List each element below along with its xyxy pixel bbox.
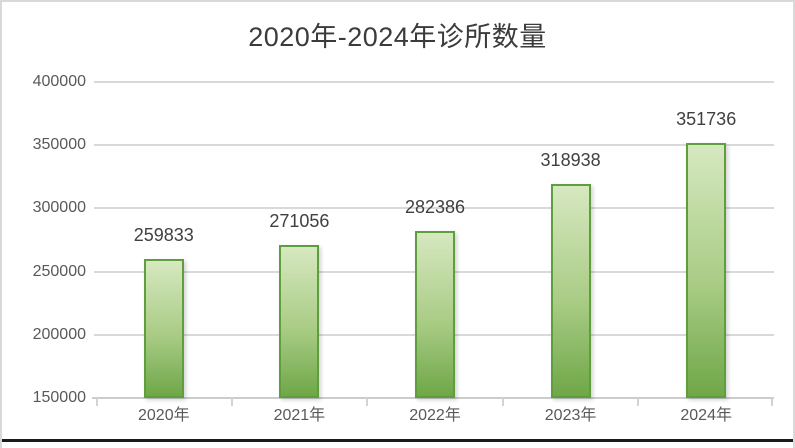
- x-axis-tick: [96, 398, 98, 406]
- y-tick-label: 350000: [32, 136, 86, 154]
- y-tick-label: 250000: [32, 262, 86, 280]
- bar: [143, 259, 184, 398]
- y-tick-label: 400000: [32, 73, 86, 90]
- x-axis-line: [92, 397, 774, 399]
- gridline: [94, 144, 774, 147]
- chart-title: 2020年-2024年诊所数量: [248, 22, 547, 52]
- x-tick-label: 2021年: [273, 407, 326, 424]
- x-axis-tick: [771, 398, 773, 406]
- x-axis-tick: [637, 398, 640, 406]
- x-axis-tick: [366, 398, 369, 406]
- bar-value-label: 282386: [404, 196, 466, 217]
- y-tick-label: 300000: [32, 199, 86, 217]
- y-tick-label: 200000: [32, 325, 86, 343]
- bar-value-label: 351736: [676, 109, 737, 130]
- x-tick-label: 2023年: [544, 407, 597, 424]
- x-axis-tick: [501, 398, 504, 406]
- x-axis: 2020年 2021年 2022年 2023年 2024年: [96, 405, 774, 429]
- x-tick-label: 2020年: [138, 407, 190, 424]
- bar: [550, 184, 591, 398]
- x-tick-label: 2024年: [680, 407, 732, 424]
- bar-value-label: 318938: [540, 150, 601, 171]
- x-axis-tick: [230, 398, 233, 406]
- bar: [686, 143, 727, 398]
- bar-value-label: 259833: [133, 225, 194, 246]
- plot-area: 259833 271056 282386 318938 351736: [92, 81, 774, 406]
- bar: [279, 245, 320, 398]
- gridline: [94, 207, 774, 210]
- gridline: [94, 81, 774, 83]
- y-axis: 150000 200000 250000 300000 350000 400000: [2, 2, 86, 448]
- window-bottom-edge: [2, 439, 793, 442]
- x-tick-label: 2022年: [409, 407, 461, 424]
- bar: [415, 230, 455, 398]
- bar-value-label: 271056: [269, 211, 330, 231]
- y-tick-label: 150000: [32, 389, 86, 406]
